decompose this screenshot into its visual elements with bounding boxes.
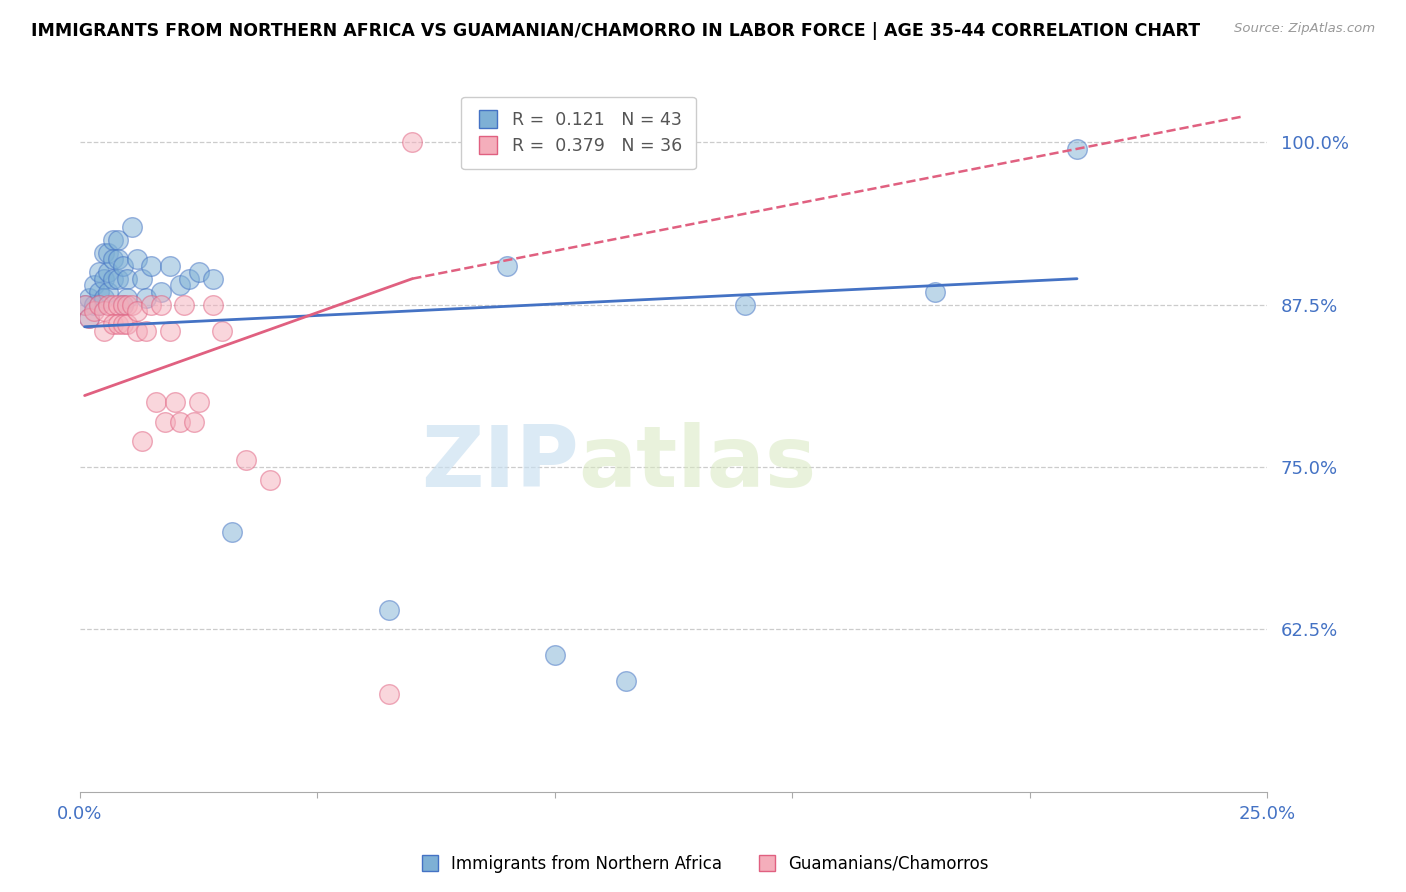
Point xyxy=(221,524,243,539)
Point xyxy=(111,298,134,312)
Point xyxy=(135,291,157,305)
Point xyxy=(401,136,423,150)
Point xyxy=(101,233,124,247)
Point xyxy=(107,317,129,331)
Point xyxy=(83,278,105,293)
Point xyxy=(614,674,637,689)
Point xyxy=(93,324,115,338)
Point xyxy=(377,687,399,701)
Point xyxy=(107,252,129,267)
Point xyxy=(135,324,157,338)
Point xyxy=(155,415,177,429)
Point xyxy=(173,298,195,312)
Legend: Immigrants from Northern Africa, Guamanians/Chamorros: Immigrants from Northern Africa, Guamani… xyxy=(411,848,995,880)
Point xyxy=(107,271,129,285)
Point xyxy=(149,298,172,312)
Point xyxy=(73,298,96,312)
Point xyxy=(117,291,139,305)
Point xyxy=(111,259,134,273)
Point xyxy=(93,304,115,318)
Point xyxy=(97,265,120,279)
Point xyxy=(87,298,110,312)
Point xyxy=(139,259,162,273)
Point xyxy=(187,395,209,409)
Point xyxy=(125,252,148,267)
Point xyxy=(201,298,224,312)
Point xyxy=(187,265,209,279)
Point xyxy=(377,603,399,617)
Point xyxy=(201,271,224,285)
Point xyxy=(93,271,115,285)
Point xyxy=(83,298,105,312)
Point xyxy=(93,291,115,305)
Point xyxy=(235,453,257,467)
Point xyxy=(169,415,191,429)
Point xyxy=(87,298,110,312)
Point xyxy=(259,473,281,487)
Point xyxy=(73,298,96,312)
Point xyxy=(211,324,233,338)
Point xyxy=(159,324,181,338)
Point xyxy=(101,252,124,267)
Legend: R =  0.121   N = 43, R =  0.379   N = 36: R = 0.121 N = 43, R = 0.379 N = 36 xyxy=(461,97,696,169)
Point xyxy=(79,310,101,325)
Point xyxy=(101,317,124,331)
Text: ZIP: ZIP xyxy=(420,422,578,505)
Text: IMMIGRANTS FROM NORTHERN AFRICA VS GUAMANIAN/CHAMORRO IN LABOR FORCE | AGE 35-44: IMMIGRANTS FROM NORTHERN AFRICA VS GUAMA… xyxy=(31,22,1201,40)
Point xyxy=(87,265,110,279)
Point xyxy=(117,298,139,312)
Point xyxy=(177,271,200,285)
Point xyxy=(149,285,172,299)
Point xyxy=(79,291,101,305)
Point xyxy=(145,395,167,409)
Text: Source: ZipAtlas.com: Source: ZipAtlas.com xyxy=(1234,22,1375,36)
Point xyxy=(924,285,946,299)
Point xyxy=(107,233,129,247)
Point xyxy=(107,298,129,312)
Point xyxy=(97,298,120,312)
Point xyxy=(111,298,134,312)
Point xyxy=(101,298,124,312)
Point xyxy=(117,317,139,331)
Point xyxy=(139,298,162,312)
Point xyxy=(121,298,143,312)
Point xyxy=(125,324,148,338)
Point xyxy=(83,304,105,318)
Point xyxy=(159,259,181,273)
Point xyxy=(734,298,756,312)
Point xyxy=(131,434,153,448)
Point xyxy=(97,245,120,260)
Text: atlas: atlas xyxy=(578,422,817,505)
Point xyxy=(131,271,153,285)
Point xyxy=(1066,142,1088,156)
Point xyxy=(117,271,139,285)
Point xyxy=(125,304,148,318)
Point xyxy=(101,271,124,285)
Point xyxy=(87,285,110,299)
Point xyxy=(163,395,186,409)
Point xyxy=(544,648,567,663)
Point xyxy=(183,415,205,429)
Point xyxy=(111,317,134,331)
Point xyxy=(93,245,115,260)
Point xyxy=(169,278,191,293)
Point xyxy=(496,259,519,273)
Point xyxy=(79,310,101,325)
Point xyxy=(121,219,143,234)
Point xyxy=(97,285,120,299)
